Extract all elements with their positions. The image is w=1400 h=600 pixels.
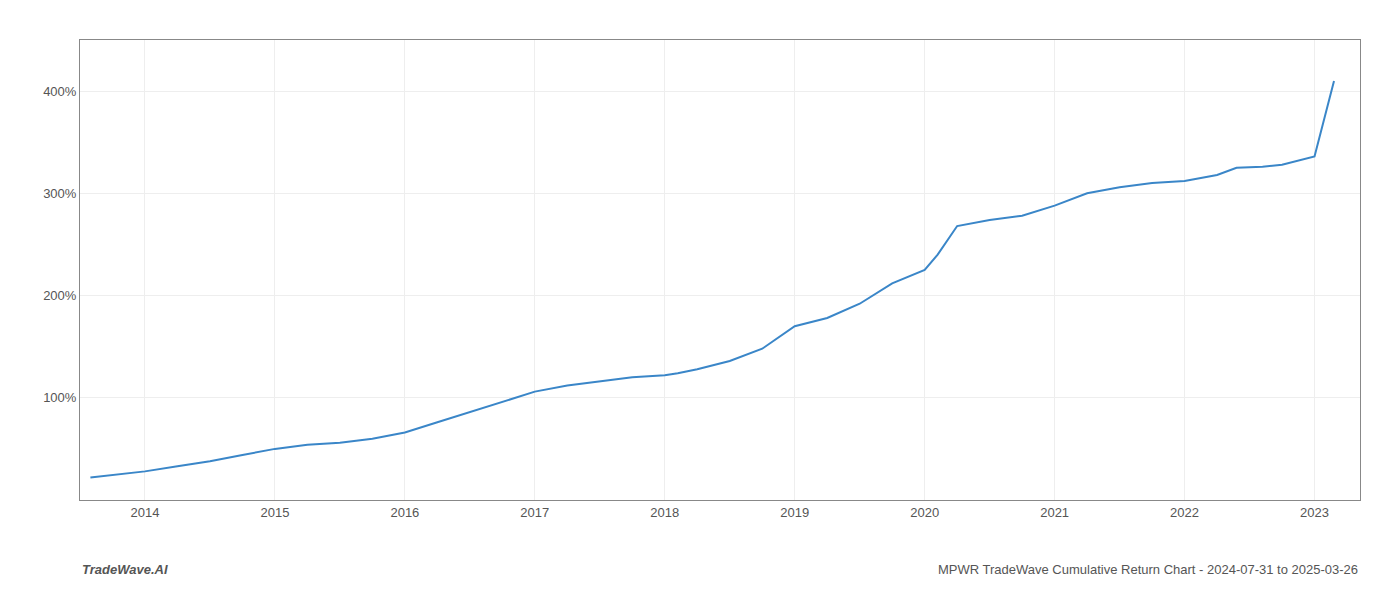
svg-text:100%: 100%	[43, 390, 77, 405]
svg-text:2019: 2019	[780, 505, 809, 520]
svg-text:200%: 200%	[43, 288, 77, 303]
svg-text:2021: 2021	[1040, 505, 1069, 520]
svg-text:2015: 2015	[260, 505, 289, 520]
svg-text:2023: 2023	[1300, 505, 1329, 520]
svg-text:MPWR TradeWave Cumulative Retu: MPWR TradeWave Cumulative Return Chart -…	[938, 562, 1358, 577]
svg-text:TradeWave.AI: TradeWave.AI	[82, 562, 168, 577]
svg-text:300%: 300%	[43, 186, 77, 201]
svg-text:2020: 2020	[910, 505, 939, 520]
svg-text:2016: 2016	[390, 505, 419, 520]
svg-text:2022: 2022	[1170, 505, 1199, 520]
svg-text:2014: 2014	[131, 505, 160, 520]
svg-text:2018: 2018	[650, 505, 679, 520]
svg-text:2017: 2017	[520, 505, 549, 520]
svg-text:400%: 400%	[43, 84, 77, 99]
